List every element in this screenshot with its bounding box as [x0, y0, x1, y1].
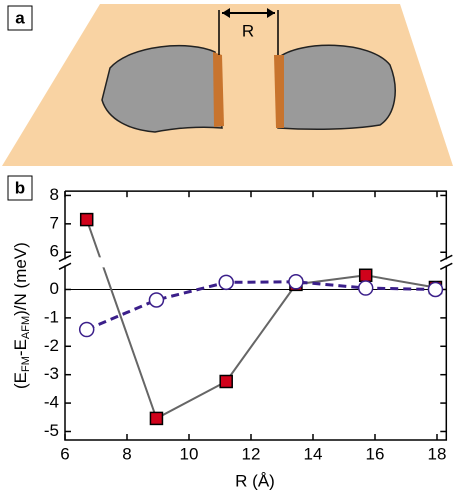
x-tick-label: 14 — [304, 444, 323, 463]
y-tick-label: 6 — [50, 242, 59, 261]
x-tick-label: 16 — [366, 444, 385, 463]
island-right — [278, 45, 395, 129]
series-line — [87, 220, 436, 419]
y-tick-label: -4 — [44, 393, 59, 412]
x-tick-label: 18 — [428, 444, 447, 463]
axis-break-band — [61, 257, 450, 267]
data-point — [80, 323, 94, 337]
y-tick-label: 0 — [50, 279, 59, 298]
x-tick-label: 12 — [242, 444, 261, 463]
x-tick-label: 10 — [180, 444, 199, 463]
data-point — [359, 281, 373, 295]
panel-label: b — [15, 178, 25, 197]
y-tick-label: -5 — [44, 421, 59, 440]
data-point — [428, 282, 442, 296]
y-tick-label: -1 — [44, 307, 59, 326]
y-axis-label-part: )/N (meV) — [11, 242, 30, 316]
gap-label: R — [242, 21, 254, 40]
panel-label: a — [15, 8, 25, 27]
data-point — [220, 375, 232, 387]
y-tick-label: 7 — [50, 213, 59, 232]
y-axis-label-part: AFM — [20, 316, 32, 339]
y-tick-label: 8 — [50, 185, 59, 204]
figure: R a b R (Å) -5 -4 -3 -2 -1 0 6 7 8 6 8 10 12 14 16 18 (E… — [0, 0, 455, 494]
series-line — [87, 282, 436, 330]
y-axis-label-part: (E — [11, 372, 30, 389]
x-axis-label: R (Å) — [235, 471, 275, 490]
data-point — [289, 275, 303, 289]
y-tick-label: -3 — [44, 364, 59, 383]
y-axis-label-part: FM — [20, 356, 32, 372]
y-axis-label: (EFM-EAFM)/N (meV) — [11, 242, 31, 389]
data-point — [150, 412, 162, 424]
plot-frame — [65, 191, 446, 440]
y-axis-label-part: -E — [11, 339, 30, 356]
y-tick-label: -2 — [44, 336, 59, 355]
data-point — [81, 214, 93, 226]
data-point — [360, 269, 372, 281]
data-point — [149, 293, 163, 307]
data-point — [219, 275, 233, 289]
x-tick-label: 8 — [122, 444, 131, 463]
x-tick-label: 6 — [60, 444, 69, 463]
